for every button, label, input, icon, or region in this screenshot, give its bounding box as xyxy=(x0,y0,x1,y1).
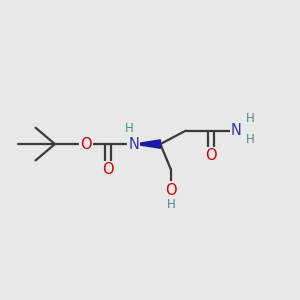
Text: O: O xyxy=(103,162,114,177)
Polygon shape xyxy=(134,140,161,148)
Text: O: O xyxy=(165,183,177,198)
Text: O: O xyxy=(205,148,217,164)
Text: H: H xyxy=(246,112,255,125)
Text: N: N xyxy=(128,136,139,152)
Text: N: N xyxy=(231,123,242,138)
Text: H: H xyxy=(167,198,175,211)
Text: O: O xyxy=(80,136,92,152)
Text: H: H xyxy=(246,133,255,146)
Text: H: H xyxy=(125,122,134,135)
